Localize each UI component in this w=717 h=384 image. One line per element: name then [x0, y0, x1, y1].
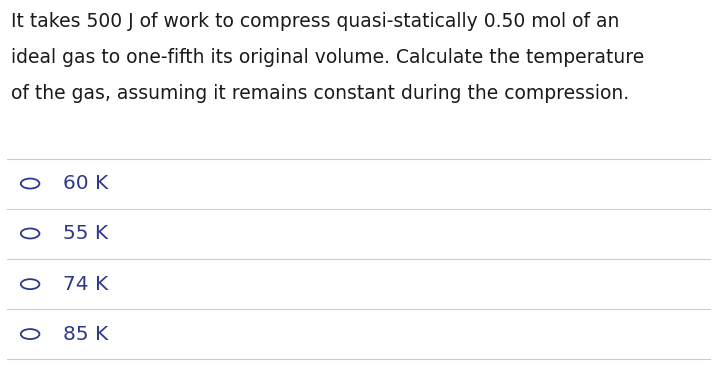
Text: It takes 500 J of work to compress quasi-statically 0.50 mol of an: It takes 500 J of work to compress quasi…	[11, 12, 619, 30]
Text: 74 K: 74 K	[63, 275, 108, 294]
Text: of the gas, assuming it remains constant during the compression.: of the gas, assuming it remains constant…	[11, 84, 629, 103]
Text: ideal gas to one-fifth its original volume. Calculate the temperature: ideal gas to one-fifth its original volu…	[11, 48, 644, 67]
Text: 85 K: 85 K	[63, 324, 108, 344]
Text: 60 K: 60 K	[63, 174, 108, 193]
Text: 55 K: 55 K	[63, 224, 108, 243]
